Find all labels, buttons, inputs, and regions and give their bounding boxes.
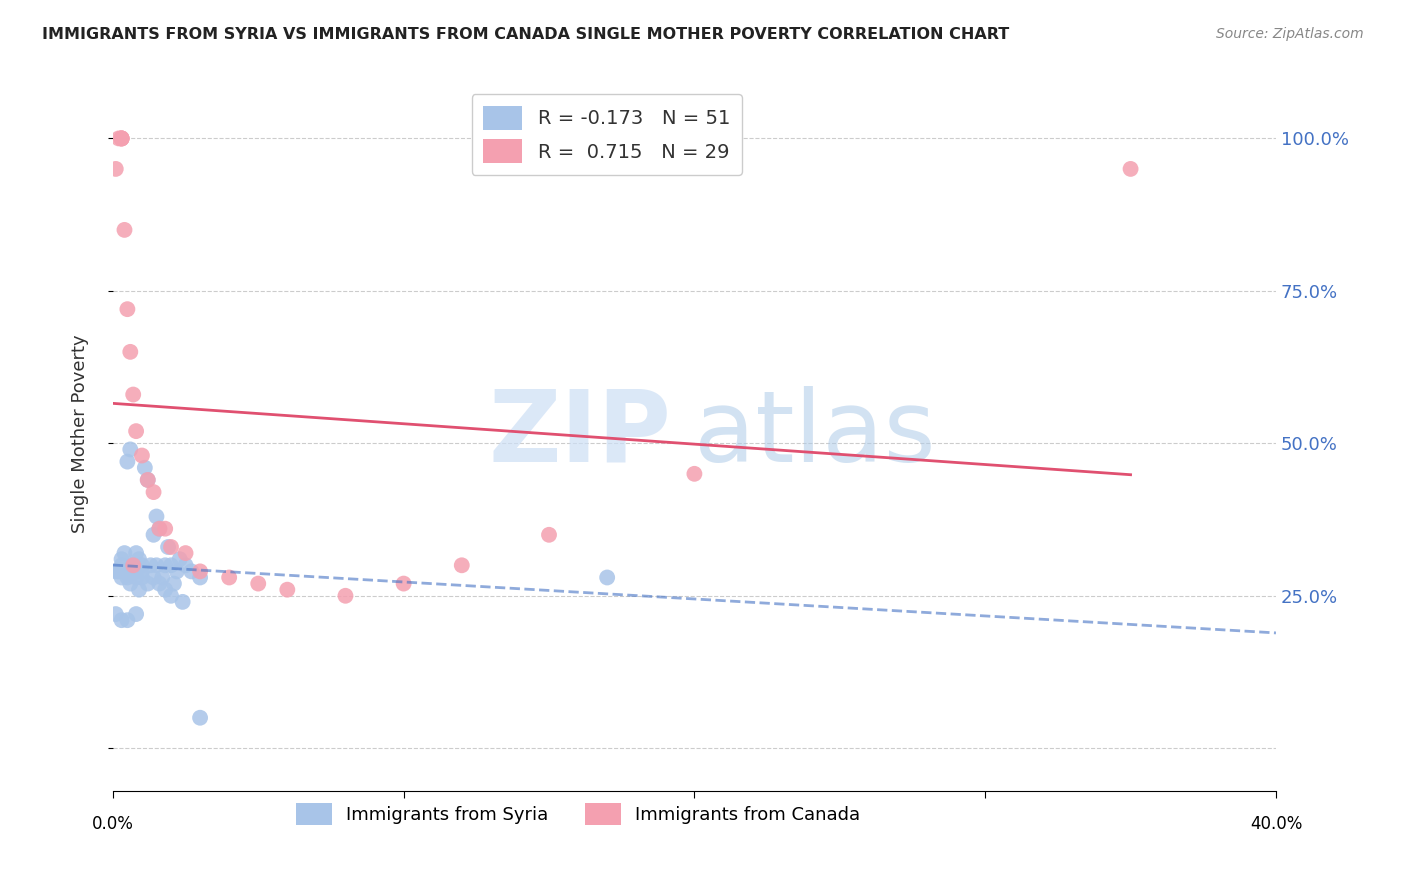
Text: atlas: atlas bbox=[695, 385, 936, 483]
Point bbox=[122, 387, 145, 401]
Point bbox=[117, 613, 139, 627]
Point bbox=[110, 131, 132, 145]
Point bbox=[136, 576, 159, 591]
Text: Source: ZipAtlas.com: Source: ZipAtlas.com bbox=[1216, 27, 1364, 41]
Point bbox=[131, 565, 153, 579]
Point bbox=[110, 131, 132, 145]
Point bbox=[188, 711, 211, 725]
Point bbox=[107, 565, 129, 579]
Point bbox=[131, 449, 153, 463]
Point bbox=[148, 522, 170, 536]
Point bbox=[128, 582, 150, 597]
Point bbox=[142, 570, 165, 584]
Point bbox=[160, 540, 183, 554]
Point bbox=[163, 576, 186, 591]
Point bbox=[160, 558, 183, 573]
Point bbox=[139, 558, 162, 573]
Point bbox=[114, 223, 136, 237]
Point bbox=[136, 473, 159, 487]
Point bbox=[247, 576, 270, 591]
Point bbox=[110, 613, 132, 627]
Point bbox=[188, 565, 211, 579]
Point bbox=[107, 565, 129, 579]
Point bbox=[335, 589, 357, 603]
Point bbox=[120, 576, 142, 591]
Point bbox=[125, 546, 148, 560]
Point bbox=[122, 558, 145, 573]
Text: 0.0%: 0.0% bbox=[91, 815, 134, 833]
Point bbox=[683, 467, 706, 481]
Point bbox=[537, 528, 560, 542]
Point bbox=[150, 570, 173, 584]
Point bbox=[104, 161, 127, 176]
Point bbox=[169, 552, 191, 566]
Point bbox=[172, 595, 194, 609]
Point bbox=[1119, 161, 1142, 176]
Point bbox=[153, 558, 176, 573]
Point bbox=[122, 558, 145, 573]
Text: ZIP: ZIP bbox=[488, 385, 671, 483]
Point bbox=[104, 607, 127, 621]
Point bbox=[166, 565, 188, 579]
Point bbox=[134, 460, 156, 475]
Point bbox=[148, 576, 170, 591]
Point bbox=[188, 570, 211, 584]
Point bbox=[131, 570, 153, 584]
Point bbox=[110, 558, 132, 573]
Point bbox=[174, 546, 197, 560]
Point bbox=[218, 570, 240, 584]
Point bbox=[142, 528, 165, 542]
Point bbox=[110, 570, 132, 584]
Point bbox=[131, 558, 153, 573]
Point bbox=[125, 424, 148, 438]
Point bbox=[174, 558, 197, 573]
Point bbox=[142, 485, 165, 500]
Point bbox=[157, 540, 180, 554]
Point bbox=[180, 565, 202, 579]
Point bbox=[104, 565, 127, 579]
Point bbox=[120, 344, 142, 359]
Point bbox=[120, 442, 142, 457]
Point bbox=[153, 522, 176, 536]
Point bbox=[145, 509, 167, 524]
Point bbox=[125, 607, 148, 621]
Point bbox=[117, 570, 139, 584]
Point bbox=[122, 558, 145, 573]
Point bbox=[114, 546, 136, 560]
Point bbox=[110, 131, 132, 145]
Point bbox=[596, 570, 619, 584]
Point bbox=[120, 565, 142, 579]
Point bbox=[450, 558, 472, 573]
Point bbox=[153, 582, 176, 597]
Point bbox=[110, 131, 132, 145]
Point bbox=[145, 558, 167, 573]
Point bbox=[136, 473, 159, 487]
Point bbox=[160, 589, 183, 603]
Point bbox=[107, 131, 129, 145]
Point bbox=[125, 570, 148, 584]
Y-axis label: Single Mother Poverty: Single Mother Poverty bbox=[72, 334, 89, 533]
Legend: Immigrants from Syria, Immigrants from Canada: Immigrants from Syria, Immigrants from C… bbox=[288, 796, 868, 832]
Text: IMMIGRANTS FROM SYRIA VS IMMIGRANTS FROM CANADA SINGLE MOTHER POVERTY CORRELATIO: IMMIGRANTS FROM SYRIA VS IMMIGRANTS FROM… bbox=[42, 27, 1010, 42]
Point bbox=[114, 565, 136, 579]
Point bbox=[148, 522, 170, 536]
Point bbox=[128, 552, 150, 566]
Point bbox=[392, 576, 415, 591]
Point bbox=[110, 552, 132, 566]
Text: 40.0%: 40.0% bbox=[1250, 815, 1302, 833]
Point bbox=[117, 302, 139, 317]
Point bbox=[276, 582, 298, 597]
Point bbox=[117, 455, 139, 469]
